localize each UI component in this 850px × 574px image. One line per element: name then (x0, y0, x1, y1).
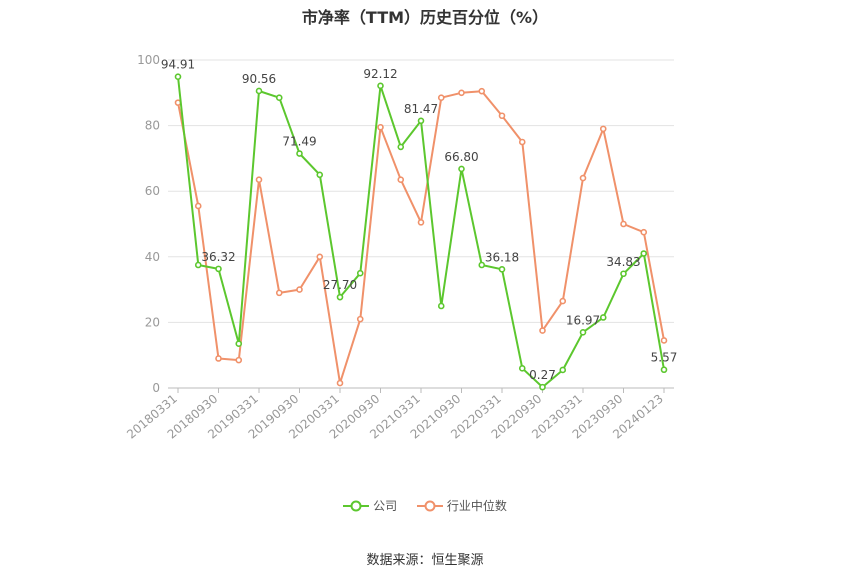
data-point (518, 138, 526, 146)
data-point (215, 355, 222, 362)
data-labels: 94.91 36.32 90.56 71.49 27.70 92.12 81.47 66.80… (161, 58, 678, 382)
data-point (235, 340, 243, 348)
data-point (417, 117, 425, 125)
data-point (579, 329, 587, 336)
data-label: 66.80 (444, 150, 478, 164)
data-point (377, 123, 384, 131)
y-tick-label: 80 (145, 119, 160, 133)
y-tick-label: 60 (145, 184, 160, 198)
data-label: 5.57 (651, 351, 678, 365)
data-point (539, 383, 546, 391)
data-label: 36.18 (485, 250, 519, 264)
y-tick-label: 40 (145, 250, 160, 264)
axes: 0204060801002018033120180930201903312019… (124, 53, 674, 442)
data-point (599, 314, 607, 321)
data-point (255, 87, 263, 95)
chart-title: 市净率（TTM）历史百分位（%） (301, 8, 549, 27)
data-point (478, 87, 486, 95)
legend-marker-company (343, 500, 370, 511)
data-point (296, 150, 303, 157)
legend-item-company[interactable]: 公司 (343, 497, 397, 514)
data-point (174, 73, 182, 80)
data-point (194, 202, 202, 210)
series-lines (174, 73, 668, 391)
data-point (275, 94, 283, 102)
data-point (640, 228, 648, 236)
legend-marker-industry-median (416, 500, 443, 511)
data-point (478, 261, 486, 269)
data-point (316, 171, 324, 179)
data-point (660, 337, 668, 344)
data-point (397, 143, 405, 151)
legend-item-industry-median[interactable]: 行业中位数 (416, 497, 507, 514)
data-label: 94.91 (161, 58, 195, 72)
legend-label-industry-median: 行业中位数 (446, 499, 507, 513)
data-point (620, 270, 627, 278)
data-point (660, 366, 668, 374)
data-point (579, 174, 587, 182)
data-point (539, 327, 546, 334)
data-point (437, 302, 445, 310)
data-label: 0.27 (529, 368, 556, 382)
data-point (498, 266, 506, 273)
data-point (498, 112, 506, 120)
data-label: 90.56 (242, 72, 276, 86)
data-source: 数据来源：恒生聚源 (366, 553, 484, 568)
data-label: 36.32 (201, 250, 235, 264)
data-label: 34.83 (606, 255, 640, 269)
data-label: 92.12 (363, 67, 397, 81)
legend-label-company: 公司 (373, 499, 398, 513)
data-point (215, 265, 222, 273)
data-point (336, 379, 344, 387)
data-point (599, 125, 607, 133)
data-point (336, 293, 344, 301)
data-point (194, 261, 202, 269)
data-point (316, 253, 324, 261)
legend: 公司 行业中位数 (0, 497, 850, 515)
data-point (255, 176, 263, 184)
data-point (417, 219, 425, 226)
data-point (377, 82, 384, 90)
y-tick-label: 20 (145, 315, 160, 329)
data-point (275, 289, 283, 297)
data-point (296, 286, 303, 293)
data-point (640, 250, 648, 257)
data-point (397, 176, 405, 184)
data-point (559, 366, 567, 374)
data-point (356, 315, 364, 323)
data-point (458, 165, 465, 173)
data-label: 71.49 (282, 135, 316, 149)
series-line-1 (177, 90, 665, 385)
data-point (458, 89, 465, 97)
data-point (437, 94, 445, 102)
data-point (518, 365, 526, 372)
data-point (235, 356, 243, 364)
data-point (559, 297, 567, 305)
grid-lines (168, 59, 674, 323)
data-point (620, 220, 627, 228)
data-label: 27.70 (323, 278, 357, 292)
data-label: 81.47 (404, 102, 438, 116)
y-tick-label: 0 (152, 381, 160, 395)
y-tick-label: 100 (137, 53, 160, 67)
data-label: 16.97 (566, 313, 600, 327)
data-point (356, 269, 364, 277)
